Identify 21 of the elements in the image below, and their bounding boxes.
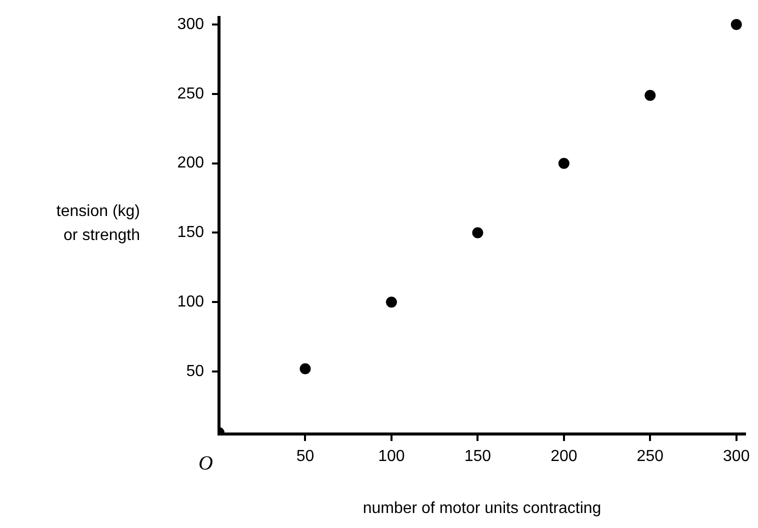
point (558, 158, 570, 169)
x-tick-label: 300 (723, 448, 750, 466)
text: O (198, 452, 213, 474)
x-axis-title: number of motor units contracting (362, 500, 602, 517)
point (386, 296, 397, 308)
x-tick-label: 150 (464, 448, 492, 466)
y-tick-label: 250 (177, 85, 204, 102)
x-tick-label: 200 (550, 448, 578, 466)
x-tick-label: 250 (636, 448, 664, 466)
y-axis-title: tension (kg) or strength (55, 202, 140, 246)
y-tick-label: 100 (177, 294, 204, 311)
y-tick-label: 200 (177, 154, 204, 172)
point (472, 227, 484, 238)
point (300, 363, 311, 374)
x-tick-label: 100 (378, 448, 405, 466)
y-tick-label: 50 (186, 362, 204, 380)
point (644, 90, 656, 101)
x-tick-label: 50 (296, 448, 314, 466)
y-tick-label: 150 (177, 224, 204, 242)
point (730, 19, 742, 30)
y-tick-label: 300 (177, 16, 204, 33)
